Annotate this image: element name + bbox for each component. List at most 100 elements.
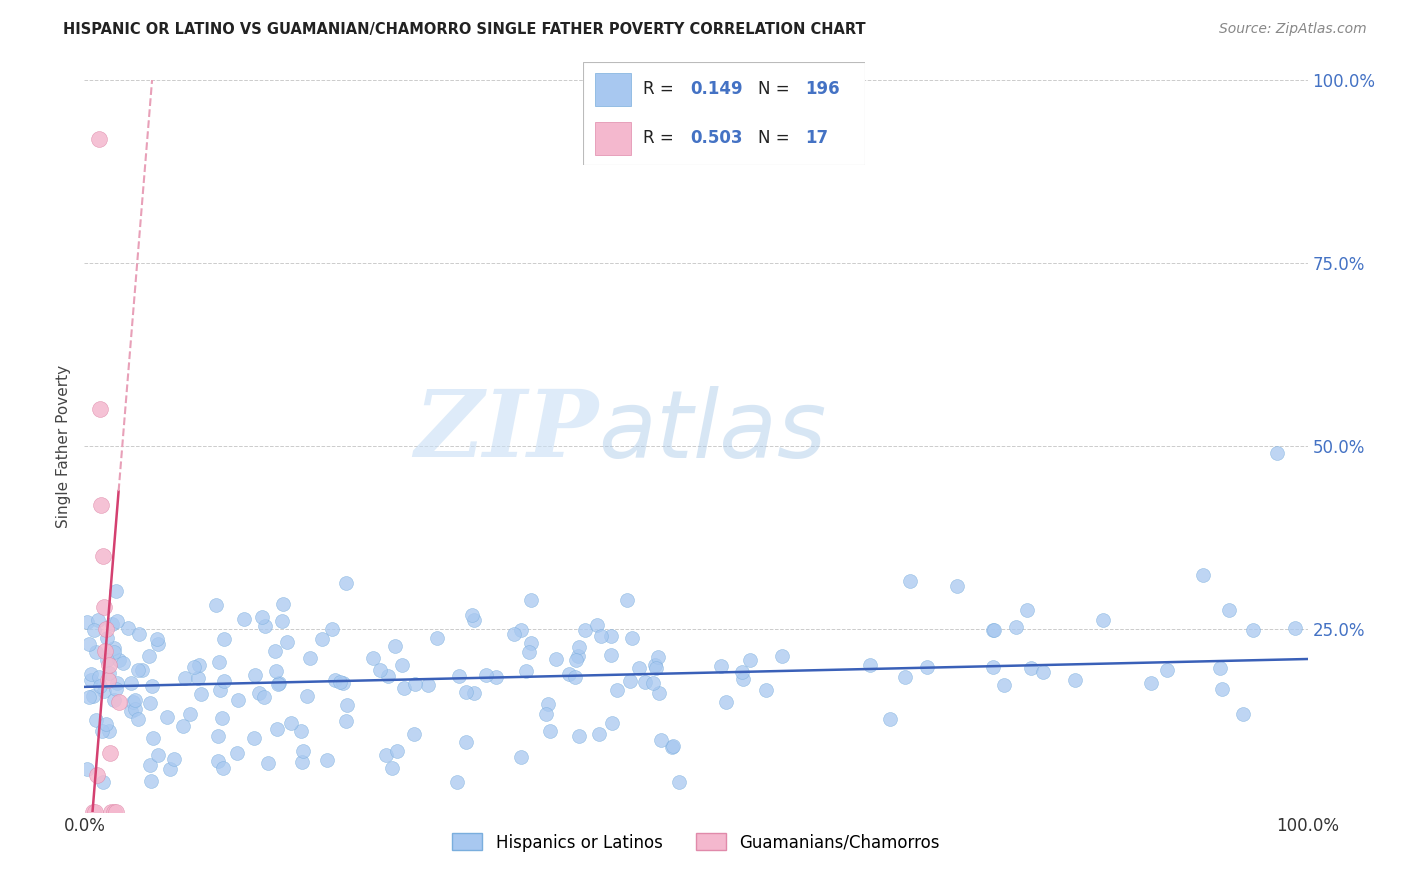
Point xyxy=(121,695,143,709)
Point xyxy=(325,673,347,687)
Point xyxy=(97,673,120,687)
Y-axis label: Single Father Poverty: Single Father Poverty xyxy=(56,365,72,527)
Point xyxy=(280,715,302,730)
Point xyxy=(568,729,591,743)
Point xyxy=(100,805,122,819)
Point xyxy=(329,674,352,689)
Point xyxy=(211,711,233,725)
Point xyxy=(187,671,209,685)
Point xyxy=(84,805,107,819)
Point xyxy=(242,731,264,745)
Point xyxy=(214,632,236,646)
Point xyxy=(188,657,211,672)
Point xyxy=(96,717,118,731)
Point xyxy=(142,731,165,745)
Point xyxy=(733,672,755,686)
Point xyxy=(146,637,169,651)
Point xyxy=(509,624,531,638)
Point xyxy=(454,734,477,748)
Point xyxy=(173,671,195,685)
Point xyxy=(1208,661,1230,675)
Point xyxy=(79,690,101,705)
Point xyxy=(103,805,125,819)
Point xyxy=(1156,663,1178,677)
Point xyxy=(253,690,276,705)
Point xyxy=(426,631,449,645)
Point xyxy=(600,716,623,731)
Point xyxy=(565,653,588,667)
Point xyxy=(90,498,112,512)
Point xyxy=(83,623,105,637)
Point xyxy=(105,676,128,690)
Point xyxy=(107,695,129,709)
Point xyxy=(644,658,666,673)
Point xyxy=(91,724,114,739)
Point xyxy=(519,636,541,650)
Text: atlas: atlas xyxy=(598,386,827,477)
Point xyxy=(586,618,609,632)
Point xyxy=(105,614,128,628)
Point xyxy=(709,659,731,673)
Point xyxy=(96,631,118,645)
Point xyxy=(96,622,118,636)
Point xyxy=(105,682,128,697)
Point xyxy=(730,665,752,680)
Point xyxy=(93,684,115,698)
Point xyxy=(894,669,917,683)
Point xyxy=(381,761,404,775)
Point xyxy=(290,723,312,738)
Point xyxy=(212,673,235,688)
Point xyxy=(946,579,969,593)
Point xyxy=(120,676,142,690)
Point xyxy=(898,574,921,589)
Point xyxy=(207,729,229,743)
Point xyxy=(368,663,391,677)
Point xyxy=(141,773,163,788)
Text: 0.503: 0.503 xyxy=(690,129,742,147)
Point xyxy=(138,696,160,710)
Point xyxy=(243,668,266,682)
Point xyxy=(146,747,169,762)
Text: N =: N = xyxy=(758,129,789,147)
Point xyxy=(276,635,298,649)
Point xyxy=(266,677,288,691)
Point xyxy=(641,676,664,690)
Point xyxy=(93,775,115,789)
Point xyxy=(463,686,485,700)
Point xyxy=(714,695,737,709)
Point xyxy=(76,615,98,629)
Point xyxy=(145,632,167,647)
Point xyxy=(520,593,543,607)
Point xyxy=(89,679,111,693)
Point xyxy=(98,665,121,680)
Point xyxy=(1140,676,1163,690)
Point xyxy=(292,743,315,757)
Point xyxy=(993,678,1015,692)
Point xyxy=(183,659,205,673)
FancyBboxPatch shape xyxy=(595,122,631,155)
Point xyxy=(755,682,778,697)
FancyBboxPatch shape xyxy=(583,62,865,165)
Point xyxy=(212,761,235,775)
Point xyxy=(564,670,586,684)
Point xyxy=(740,653,762,667)
Text: HISPANIC OR LATINO VS GUAMANIAN/CHAMORRO SINGLE FATHER POVERTY CORRELATION CHART: HISPANIC OR LATINO VS GUAMANIAN/CHAMORRO… xyxy=(63,22,866,37)
Point xyxy=(299,651,322,665)
Point xyxy=(1015,603,1038,617)
Point xyxy=(515,664,537,678)
Point xyxy=(159,762,181,776)
Point xyxy=(264,664,287,678)
Point xyxy=(335,714,357,729)
Point xyxy=(463,613,485,627)
Point xyxy=(446,775,468,789)
Point xyxy=(94,644,117,658)
Point xyxy=(96,653,118,667)
Point xyxy=(1005,620,1028,634)
Point xyxy=(271,597,294,611)
Point xyxy=(915,659,938,673)
Point xyxy=(80,673,103,687)
Point xyxy=(536,706,558,721)
Point xyxy=(538,723,561,738)
Point xyxy=(384,639,406,653)
Point xyxy=(650,732,672,747)
